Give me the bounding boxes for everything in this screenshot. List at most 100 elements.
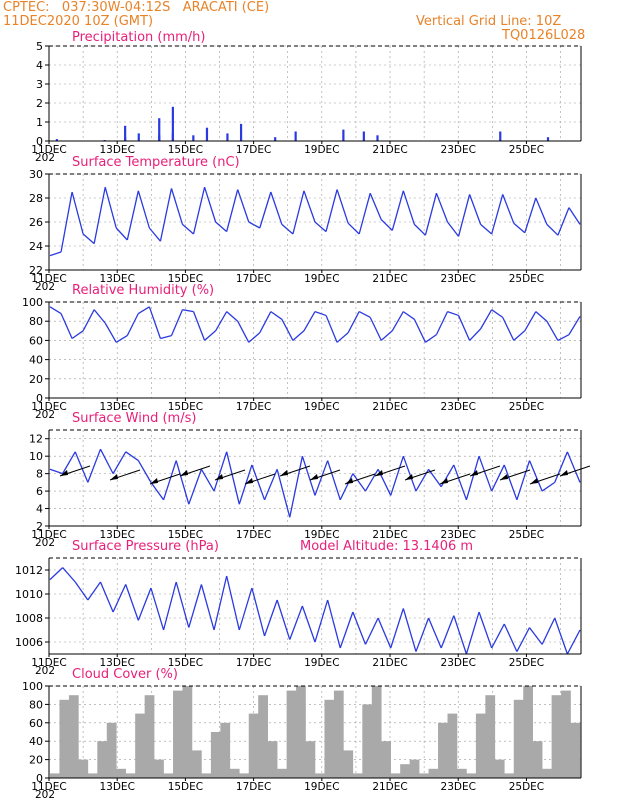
precip-bar (205, 127, 209, 141)
cloud-cover-bar (182, 686, 193, 778)
wind-arrowhead (440, 478, 448, 484)
wind-series-segment (213, 451, 228, 492)
wind-series-segment (428, 468, 442, 488)
temp-series-segment (192, 187, 206, 235)
wind-series-segment (528, 460, 543, 492)
temp-series-segment (159, 188, 173, 242)
wind-ytick-label: 6 (36, 485, 43, 498)
humidity-series-segment (358, 311, 371, 318)
humidity-series-segment (524, 311, 537, 332)
humidity-series-segment (347, 311, 360, 334)
wind-series-segment (87, 448, 102, 483)
humidity-xtick-label: 11DEC (31, 401, 66, 413)
wind-title: Surface Wind (m/s) (72, 411, 197, 426)
cloud-cover-bar (409, 759, 420, 778)
temp-ytick-label: 22 (29, 264, 43, 277)
wind-series-segment (137, 460, 152, 483)
model-code: TQ0126L028 (502, 28, 586, 43)
humidity-series-segment (469, 328, 482, 341)
temp-series-segment (391, 190, 404, 231)
wind-arrowhead (530, 478, 538, 484)
wind-ytick-label: 12 (29, 433, 43, 446)
temp-series-segment (502, 194, 515, 224)
humidity-xtick-label: 21DEC (372, 401, 407, 413)
humidity-ytick-label: 60 (29, 334, 43, 347)
pressure-series-segment (491, 623, 505, 649)
pressure-series-segment (503, 623, 518, 652)
temp-series-segment (446, 221, 460, 237)
temp-series-segment (347, 222, 360, 235)
cloud-cover-bar (400, 764, 410, 778)
temp-series-segment (435, 192, 449, 223)
cloud-cover-bar (438, 722, 448, 778)
cloud-cover-bar (315, 773, 325, 778)
cloud-cover-bar (258, 695, 268, 778)
temp-series-segment (535, 197, 548, 225)
cloud-cover-bar (362, 704, 373, 778)
humidity-series-segment (402, 311, 415, 320)
humidity-series-segment (447, 310, 459, 317)
humidity-year-label: 202 (35, 409, 55, 421)
pressure-series-segment (427, 617, 442, 649)
wind-arrowhead (280, 470, 288, 476)
humidity-series-segment (535, 311, 548, 322)
humidity-ytick-label: 80 (29, 315, 43, 328)
cloud-cover-bar (210, 732, 221, 778)
humidity-series-segment (546, 320, 559, 341)
humidity-series-segment (413, 318, 427, 343)
cloud-cover-bar (144, 695, 155, 778)
cloud-ytick-label: 60 (29, 717, 43, 730)
cloud-cover-bar (561, 690, 571, 778)
humidity-series-segment (568, 316, 581, 335)
pressure-ytick-label: 1008 (15, 612, 43, 625)
wind-series-segment (188, 469, 203, 505)
cloud-ytick-label: 100 (22, 680, 43, 693)
pressure-series-segment (326, 599, 341, 649)
cloud-cover-bar (333, 690, 344, 778)
pressure-series-segment (150, 587, 165, 631)
cloud-cover-bar (220, 722, 231, 778)
humidity-series-segment (115, 335, 128, 343)
precip-bar (499, 131, 502, 141)
cloud-cover-bar (324, 699, 335, 778)
temp-series-segment (468, 194, 482, 225)
precip-xtick-label: 13DEC (99, 144, 134, 156)
wind-series-segment (352, 473, 367, 492)
cloud-cover-bar (456, 768, 467, 778)
precip-bar (274, 137, 277, 141)
humidity-series-segment (60, 313, 73, 339)
cloud-cover-bar (570, 722, 581, 778)
cloud-cover-bar (286, 690, 297, 778)
temp-series-segment (115, 227, 128, 241)
precip-bar (342, 129, 345, 141)
temp-series-segment (71, 191, 84, 235)
humidity-series-segment (71, 330, 84, 340)
humidity-series-segment (292, 330, 305, 341)
cloud-xtick-label: 13DEC (99, 781, 134, 793)
pressure-series-segment (263, 599, 278, 637)
cloud-cover-bar (191, 750, 202, 778)
cloud-cover-bar (163, 773, 174, 778)
precip-ytick-label: 3 (36, 78, 43, 91)
humidity-series-segment (314, 310, 327, 317)
wind-arrowhead (60, 470, 68, 476)
precip-bar (137, 133, 140, 141)
cloud-cover-bar (352, 773, 363, 778)
wind-series-segment (62, 451, 76, 474)
wind-xtick-label: 11DEC (31, 529, 66, 541)
humidity-series-segment (237, 320, 250, 343)
wind-series-segment (503, 464, 518, 501)
cloud-cover-bar (78, 759, 89, 778)
precip-xtick-label: 23DEC (441, 144, 476, 156)
altitude-annotation: Model Altitude: 13.1406 m (300, 539, 474, 554)
precip-ytick-label: 1 (36, 116, 43, 129)
temp-series-segment (148, 227, 161, 242)
temp-series-segment (380, 219, 393, 231)
pressure-series-segment (175, 581, 190, 628)
temp-series-segment (226, 189, 239, 232)
wind-ytick-label: 8 (36, 468, 43, 481)
location-header: CPTEC: 037:30W-04:12S ARACATI (CE) (3, 0, 270, 15)
pressure-series-segment (516, 627, 531, 652)
temp-series-segment (413, 223, 426, 236)
temp-xtick-label: 13DEC (99, 273, 134, 285)
